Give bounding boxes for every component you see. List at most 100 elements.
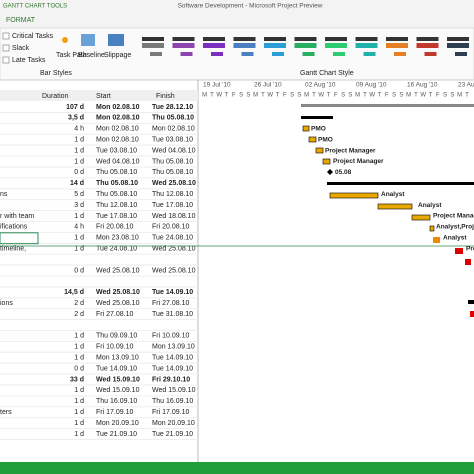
finish: Wed 25.08.10: [152, 246, 196, 253]
checkbox-label: Late Tasks: [12, 57, 46, 64]
day-label: T: [210, 93, 214, 99]
style-swatch[interactable]: [264, 37, 286, 41]
start: Wed 25.08.10: [96, 289, 140, 296]
style-swatch[interactable]: [416, 37, 439, 41]
checkbox[interactable]: [2, 44, 10, 52]
duration: 0 d: [74, 169, 84, 176]
duration: 5 d: [74, 191, 84, 198]
bar-label: Project Manager: [433, 213, 474, 220]
ribbon-button[interactable]: Baseline: [78, 52, 105, 59]
duration: 1 d: [74, 344, 84, 351]
finish: Wed 15.09.10: [152, 387, 196, 394]
start: Mon 13.09.10: [96, 355, 139, 362]
finish: Fri 20.08.10: [152, 224, 189, 231]
duration: 0 d: [74, 365, 84, 372]
style-swatch[interactable]: [142, 37, 164, 41]
style-swatch-bar: [302, 52, 315, 56]
day-label: M: [202, 93, 207, 99]
start: Wed 25.08.10: [96, 267, 140, 274]
finish: Tue 03.08.10: [152, 137, 193, 144]
bar-label: Analyst,Project: [436, 224, 474, 231]
finish: Tue 14.09.10: [152, 365, 193, 372]
day-label: M: [406, 93, 411, 99]
finish: Wed 25.08.10: [152, 180, 196, 187]
start: Tue 14.09.10: [96, 365, 137, 372]
start: Thu 16.09.10: [96, 398, 137, 405]
finish: Fri 27.08.10: [152, 300, 189, 307]
finish: Tue 24.08.10: [152, 235, 193, 242]
day-label: T: [312, 93, 316, 99]
checkbox[interactable]: [2, 56, 10, 64]
start: Wed 15.09.10: [96, 387, 140, 394]
duration: 4 h: [74, 224, 84, 231]
style-swatch[interactable]: [233, 37, 256, 41]
duration: 2 d: [74, 311, 84, 318]
finish: Fri 29.10.10: [152, 376, 190, 383]
bar-label: Analyst: [418, 202, 442, 209]
style-swatch-bar: [333, 52, 345, 56]
duration: 1 d: [74, 213, 84, 220]
start: Fri 27.08.10: [96, 311, 133, 318]
style-swatch-bar: [211, 52, 223, 56]
day-label: S: [399, 93, 403, 99]
task-name: timeline,: [0, 246, 26, 253]
week-label: 23 Aug '10: [458, 82, 474, 89]
finish: Wed 18.08.10: [152, 213, 196, 220]
bar-label: Project Manager: [325, 147, 376, 154]
style-swatch[interactable]: [203, 37, 225, 41]
style-swatch[interactable]: [355, 37, 378, 41]
ribbon-button[interactable]: Slippage: [104, 52, 131, 59]
day-label: M: [457, 93, 462, 99]
style-swatch-bar: [355, 43, 378, 48]
style-swatch[interactable]: [447, 37, 469, 41]
start: Fri 10.09.10: [96, 344, 133, 351]
style-swatch[interactable]: [386, 37, 408, 41]
style-swatch-bar: [241, 52, 254, 56]
day-label: W: [267, 93, 273, 99]
finish: Tue 31.08.10: [152, 311, 193, 318]
style-swatch-bar: [416, 43, 439, 48]
start: Mon 02.08.10: [96, 104, 140, 111]
style-swatch-bar: [203, 43, 225, 48]
duration: 33 d: [70, 376, 84, 383]
start: Tue 21.09.10: [96, 431, 137, 438]
day-label: S: [392, 93, 396, 99]
status-bar: [0, 462, 474, 474]
start: Thu 05.08.10: [96, 169, 137, 176]
duration: 107 d: [66, 104, 84, 111]
day-label: W: [216, 93, 222, 99]
style-swatch[interactable]: [325, 37, 347, 41]
style-swatch[interactable]: [172, 37, 195, 41]
style-swatch-bar: [233, 43, 256, 48]
style-swatch-bar: [455, 52, 467, 56]
day-label: F: [283, 93, 287, 99]
task-name: r with team: [0, 213, 34, 220]
style-swatch-bar: [294, 43, 317, 48]
gantt-style-gallery: [142, 37, 469, 56]
duration: 1 d: [74, 147, 84, 154]
checkbox[interactable]: [2, 32, 10, 40]
finish: Tue 14.09.10: [152, 355, 193, 362]
day-label: T: [378, 93, 382, 99]
bar-label: Proje: [466, 245, 474, 252]
day-label: M: [304, 93, 309, 99]
day-label: T: [225, 93, 229, 99]
week-label: 16 Aug '10: [407, 82, 438, 89]
duration: 14,5 d: [64, 289, 84, 296]
style-swatch-bar: [424, 52, 437, 56]
style-swatch-bar: [264, 43, 286, 48]
day-label: F: [232, 93, 236, 99]
bar-label: Project Manager: [333, 158, 384, 165]
selected-cell[interactable]: [0, 232, 39, 245]
day-label: S: [348, 93, 352, 99]
style-swatch-bar: [150, 52, 162, 56]
task-table: 107 d Mon 02.08.10 Tue 28.12.10 3,5 d Mon 02…: [0, 104, 198, 440]
format-tab[interactable]: FORMAT: [6, 17, 36, 24]
ribbon-button[interactable]: Task Path: [56, 52, 87, 59]
day-label: W: [369, 93, 375, 99]
style-swatch[interactable]: [294, 37, 317, 41]
duration: 1 d: [74, 355, 84, 362]
day-label: F: [334, 93, 338, 99]
duration: 14 d: [70, 180, 84, 187]
